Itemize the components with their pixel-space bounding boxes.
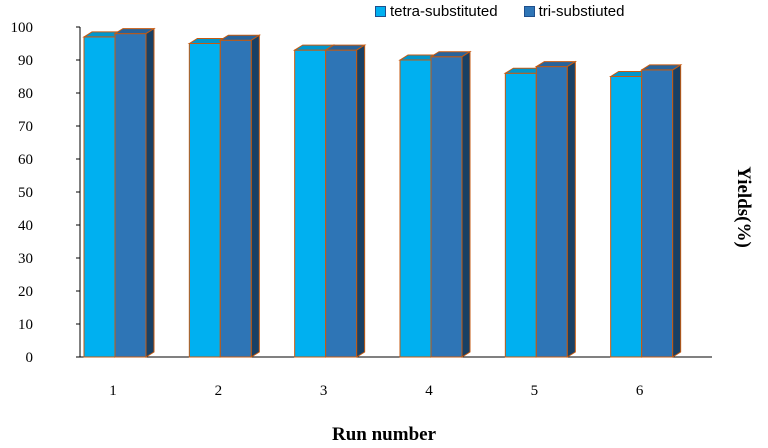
x-tick-label: 5 xyxy=(531,383,539,399)
x-tick-label: 6 xyxy=(636,383,644,399)
bar-tetra xyxy=(83,36,116,358)
x-tick-label: 3 xyxy=(320,383,328,399)
legend-item-tetra: tetra-substituted xyxy=(375,3,498,20)
legend-label-tri: tri-substiuted xyxy=(538,3,625,20)
y-tick-label: 40 xyxy=(18,218,33,234)
legend-item-tri: tri-substiuted xyxy=(523,3,625,20)
bar-side-tri xyxy=(250,34,260,358)
bar-tri xyxy=(535,66,568,358)
y-tick-label: 20 xyxy=(18,284,33,300)
bar-tetra xyxy=(504,72,537,358)
bar-tri xyxy=(641,69,674,358)
bar-tri xyxy=(430,56,463,358)
y-tick-label: 30 xyxy=(18,251,33,267)
bar-side-tri xyxy=(356,44,366,358)
y-tick-label: 100 xyxy=(11,20,34,36)
y-tick-label: 0 xyxy=(26,350,34,366)
x-tick-label: 1 xyxy=(109,383,117,399)
x-axis-title: Run number xyxy=(332,424,436,445)
y-tick-label: 10 xyxy=(18,317,33,333)
legend-swatch-tri xyxy=(523,6,535,17)
bar-tri xyxy=(325,49,358,358)
y-tick-label: 80 xyxy=(18,86,33,102)
bar-side-tri xyxy=(566,60,576,358)
y-tick-label: 90 xyxy=(18,53,33,69)
bar-side-tri xyxy=(145,27,155,358)
bar-tri xyxy=(114,33,147,358)
bar-tetra xyxy=(188,43,221,358)
y-tick-label: 50 xyxy=(18,185,33,201)
bar-side-tri xyxy=(461,50,471,358)
y-axis-title: Yields(%) xyxy=(733,166,754,248)
x-tick-label: 4 xyxy=(425,383,433,399)
legend: tetra-substituted tri-substiuted xyxy=(375,3,650,20)
bar-tetra xyxy=(399,59,432,358)
legend-swatch-tetra xyxy=(375,6,386,17)
legend-label-tetra: tetra-substituted xyxy=(390,3,498,20)
y-tick-label: 60 xyxy=(18,152,33,168)
bar-tetra xyxy=(610,76,643,358)
bar-tetra xyxy=(294,49,327,358)
bar-side-tri xyxy=(672,63,682,358)
bar-tri xyxy=(219,39,252,358)
x-tick-label: 2 xyxy=(215,383,223,399)
y-tick-label: 70 xyxy=(18,119,33,135)
